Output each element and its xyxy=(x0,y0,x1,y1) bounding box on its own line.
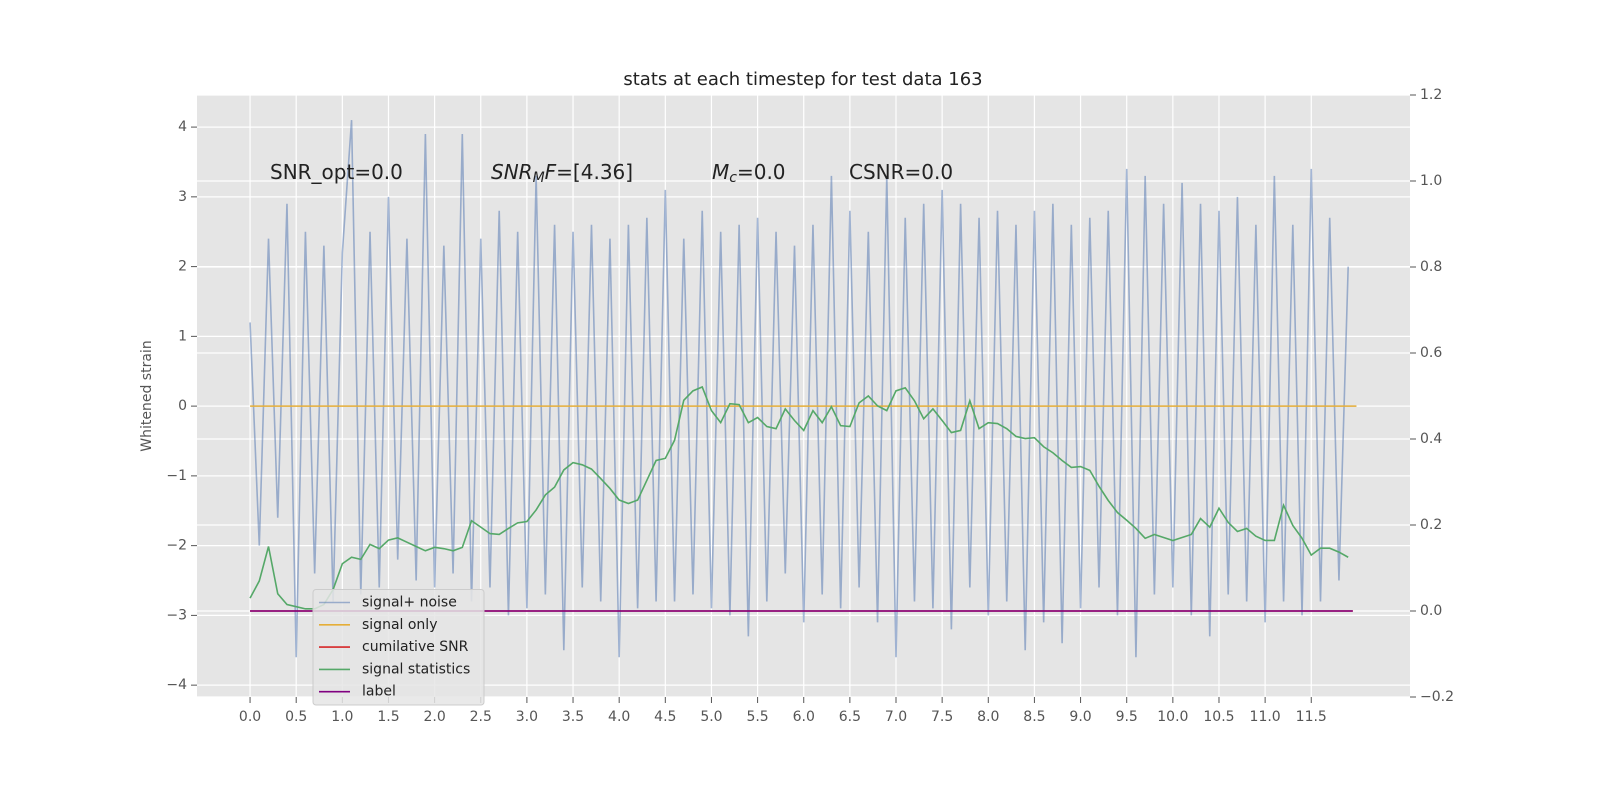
y-tick-label: −3 xyxy=(166,607,187,623)
chart-title: stats at each timestep for test data 163 xyxy=(623,69,982,90)
x-tick-label: 11.5 xyxy=(1296,709,1327,725)
y2-tick-label: 0.0 xyxy=(1420,603,1442,619)
x-tick-label: 4.5 xyxy=(654,709,676,725)
x-tick-label: 10.5 xyxy=(1203,709,1234,725)
x-tick-label: 10.0 xyxy=(1157,709,1188,725)
x-tick-label: 3.0 xyxy=(516,709,538,725)
x-tick-label: 7.0 xyxy=(885,709,907,725)
legend-label: cumilative SNR xyxy=(362,639,469,655)
y2-tick-label: 1.2 xyxy=(1420,87,1442,103)
y-tick-label: 1 xyxy=(178,328,187,344)
x-tick-label: 2.5 xyxy=(470,709,492,725)
legend-label: label xyxy=(362,684,396,700)
x-tick-label: 3.5 xyxy=(562,709,584,725)
y-axis-label: Whitened strain xyxy=(139,340,155,451)
x-tick-label: 9.0 xyxy=(1069,709,1091,725)
series-line xyxy=(249,385,1349,610)
x-tick-label: 1.5 xyxy=(377,709,399,725)
y2-tick-label: 0.4 xyxy=(1420,431,1442,447)
annotation: SNR_opt=0.0 xyxy=(270,160,403,184)
y2-tick-label: 0.8 xyxy=(1420,259,1442,275)
x-tick-label: 2.0 xyxy=(423,709,445,725)
y2-tick-label: 0.2 xyxy=(1420,517,1442,533)
annotation-part: M xyxy=(533,170,545,186)
legend-box xyxy=(312,589,485,706)
x-tick-label: 1.0 xyxy=(331,709,353,725)
legend-label: signal+ noise xyxy=(362,595,457,611)
series-line xyxy=(249,120,1349,658)
x-tick-label: 6.5 xyxy=(839,709,861,725)
annotation-part: F xyxy=(545,160,557,184)
y2-tick-label: 1.0 xyxy=(1420,173,1442,189)
annotation: CSNR=0.0 xyxy=(849,160,953,184)
axes: 0.0 0.5 1.0 1.5 2.0 2.5 3.0 3.5 4.0 4.5 5.0 5.5 6.0 6… xyxy=(166,87,1454,725)
legend: signal+ noise signal only cumilative SNR si… xyxy=(312,589,485,706)
x-tick-label: 4.0 xyxy=(608,709,630,725)
x-tick-label: 11.0 xyxy=(1250,709,1281,725)
annotation-part: SNR_opt=0.0 xyxy=(270,160,403,184)
y-tick-label: 0 xyxy=(178,398,187,414)
annotation-part: =[4.36] xyxy=(556,160,633,184)
x-tick-label: 0.5 xyxy=(285,709,307,725)
x-tick-label: 5.0 xyxy=(700,709,722,725)
y-tick-label: 4 xyxy=(178,119,187,135)
y-tick-label: 2 xyxy=(178,259,187,275)
annotations: SNR_opt=0.0 SNRMF=[4.36] Mc=0.0 CSNR=0.0 xyxy=(270,160,953,187)
x-tick-label: 9.5 xyxy=(1116,709,1138,725)
annotation: Mc=0.0 xyxy=(712,160,786,187)
y2-tick-label: 0.6 xyxy=(1420,345,1442,361)
x-tick-label: 6.0 xyxy=(793,709,815,725)
x-tick-label: 8.5 xyxy=(1023,709,1045,725)
y2-tick-label: −0.2 xyxy=(1420,689,1454,705)
annotation-part: c xyxy=(729,170,737,186)
annotation-part: M xyxy=(712,160,729,184)
x-tick-label: 5.5 xyxy=(746,709,768,725)
x-tick-label: 0.0 xyxy=(239,709,261,725)
x-tick-label: 8.0 xyxy=(977,709,999,725)
legend-label: signal statistics xyxy=(362,661,470,677)
legend-label: signal only xyxy=(362,617,437,633)
annotation-part: =0.0 xyxy=(737,160,786,184)
y-tick-label: −4 xyxy=(166,677,187,693)
annotation-part: CSNR=0.0 xyxy=(849,160,953,184)
annotation: SNRMF=[4.36] xyxy=(491,160,633,187)
y-tick-label: −1 xyxy=(166,468,187,484)
annotation-part: SNR xyxy=(491,160,533,184)
x-tick-label: 7.5 xyxy=(931,709,953,725)
y-tick-label: −2 xyxy=(166,538,187,554)
y-tick-label: 3 xyxy=(178,189,187,205)
